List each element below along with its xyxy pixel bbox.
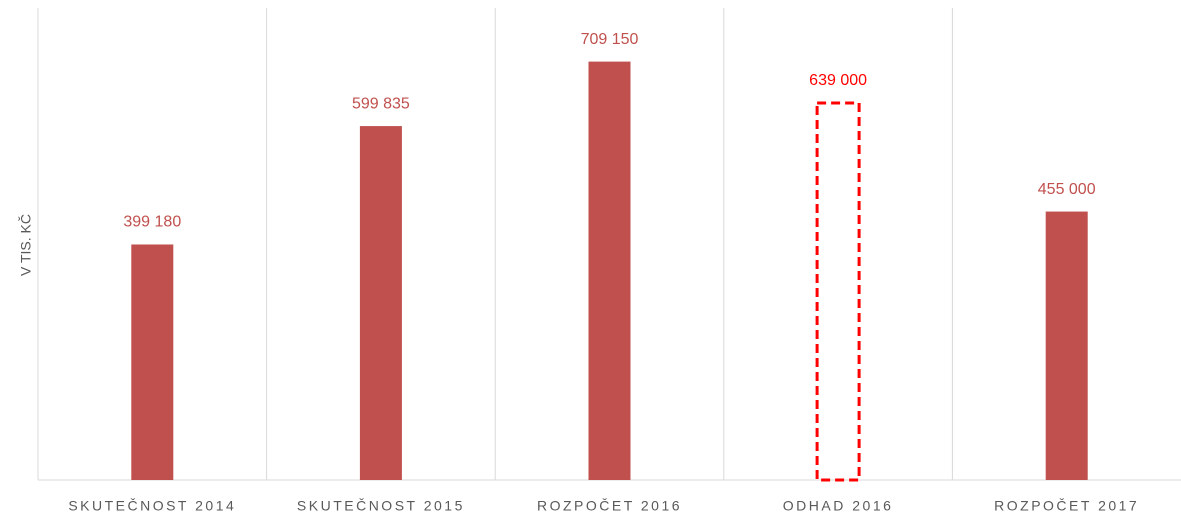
bar xyxy=(1045,211,1088,481)
bar xyxy=(815,101,861,482)
x-tick-label: ROZPOČET 2016 xyxy=(537,498,682,514)
data-label: 599 835 xyxy=(352,95,410,112)
bar xyxy=(588,61,631,480)
x-tick-label: ODHAD 2016 xyxy=(783,498,894,514)
bar xyxy=(131,244,174,480)
data-label: 709 150 xyxy=(581,31,639,48)
bar xyxy=(359,126,402,480)
x-tick-label: ROZPOČET 2017 xyxy=(994,498,1139,514)
data-label: 455 000 xyxy=(1038,181,1096,198)
data-label: 639 000 xyxy=(809,72,867,89)
x-tick-label: SKUTEČNOST 2015 xyxy=(297,498,465,514)
x-tick-label: SKUTEČNOST 2014 xyxy=(68,498,236,514)
data-label: 399 180 xyxy=(123,214,181,231)
y-axis-label: V TIS. KČ xyxy=(18,214,34,276)
